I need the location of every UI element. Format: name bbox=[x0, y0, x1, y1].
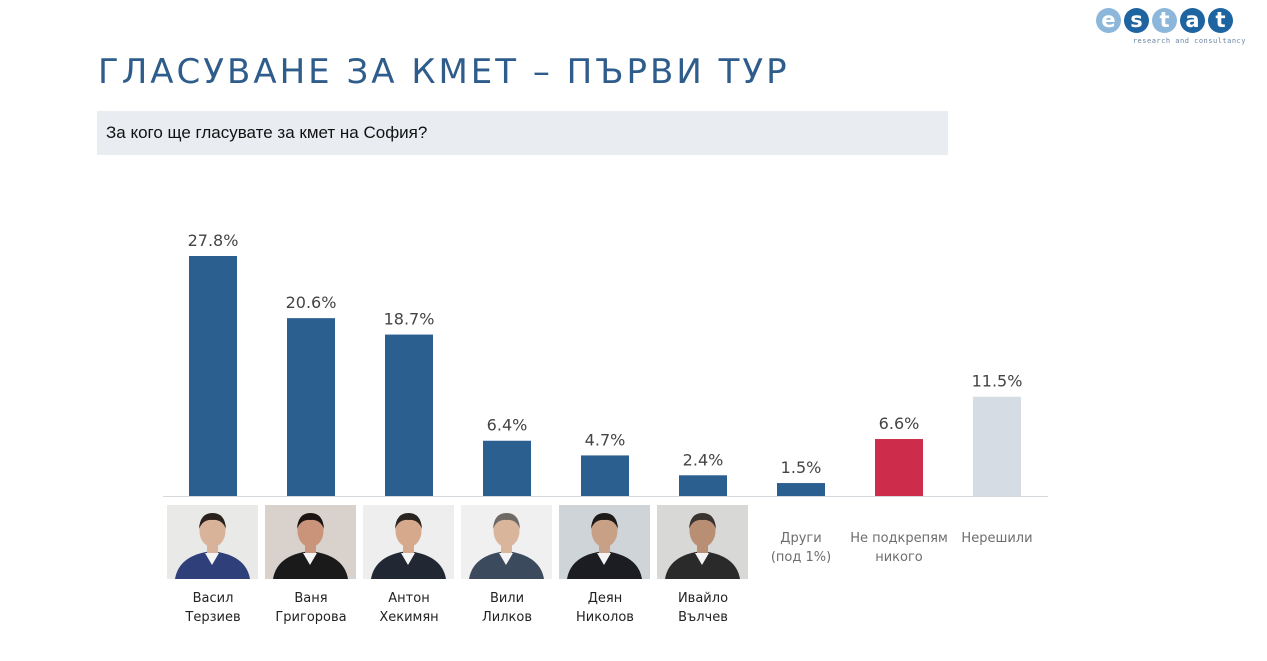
logo-letter: e bbox=[1096, 8, 1121, 33]
bar-value-label: 6.6% bbox=[879, 414, 920, 433]
candidate-photo bbox=[265, 505, 356, 579]
candidate-photo bbox=[657, 505, 748, 579]
question-band: За кого ще гласувате за кмет на София? bbox=[97, 111, 948, 155]
logo-tagline: research and consultancy bbox=[1132, 37, 1246, 45]
category-label: Нерешили bbox=[961, 531, 1032, 546]
category-label: Григорова bbox=[275, 610, 346, 625]
bar bbox=[973, 396, 1021, 496]
bar bbox=[679, 475, 727, 496]
category-label: (под 1%) bbox=[771, 550, 831, 565]
logo-letter: t bbox=[1208, 8, 1233, 33]
bar bbox=[385, 334, 433, 496]
category-label: Други bbox=[780, 531, 821, 546]
bar bbox=[189, 256, 237, 496]
bar bbox=[483, 440, 531, 496]
category-label: Вълчев bbox=[678, 610, 728, 625]
category-label: Васил bbox=[193, 591, 234, 606]
bar-value-label: 4.7% bbox=[585, 430, 626, 449]
category-label: Лилков bbox=[482, 610, 532, 625]
category-label: Антон bbox=[388, 591, 429, 606]
candidate-photo bbox=[461, 505, 552, 579]
category-label: Николов bbox=[576, 610, 634, 625]
candidate-photo bbox=[559, 505, 650, 579]
bar-value-label: 27.8% bbox=[188, 231, 239, 250]
category-label: Не подкрепям bbox=[850, 531, 948, 546]
bar bbox=[581, 455, 629, 496]
category-label: Вили bbox=[490, 591, 524, 606]
category-label: Хекимян bbox=[379, 610, 438, 625]
bar-value-label: 11.5% bbox=[972, 372, 1023, 391]
bar-value-label: 18.7% bbox=[384, 310, 435, 329]
bar bbox=[777, 483, 825, 496]
candidate-photo bbox=[363, 505, 454, 579]
page-title: ГЛАСУВАНЕ ЗА КМЕТ – ПЪРВИ ТУР bbox=[98, 52, 790, 92]
bar bbox=[875, 439, 923, 496]
logo-letter: s bbox=[1124, 8, 1149, 33]
category-label: никого bbox=[875, 550, 923, 565]
bar-value-label: 2.4% bbox=[683, 450, 724, 469]
bar-value-label: 20.6% bbox=[286, 293, 337, 312]
logo-letter: a bbox=[1180, 8, 1205, 33]
candidate-photo bbox=[167, 505, 258, 579]
category-label: Терзиев bbox=[184, 610, 240, 625]
survey-question: За кого ще гласувате за кмет на София? bbox=[106, 123, 428, 142]
category-label: Ивайло bbox=[678, 591, 728, 606]
logo-letter: t bbox=[1152, 8, 1177, 33]
bar-value-label: 6.4% bbox=[487, 416, 528, 435]
bar-value-label: 1.5% bbox=[781, 458, 822, 477]
category-label: Ваня bbox=[294, 591, 327, 606]
bar bbox=[287, 318, 335, 496]
category-label: Деян bbox=[588, 591, 622, 606]
